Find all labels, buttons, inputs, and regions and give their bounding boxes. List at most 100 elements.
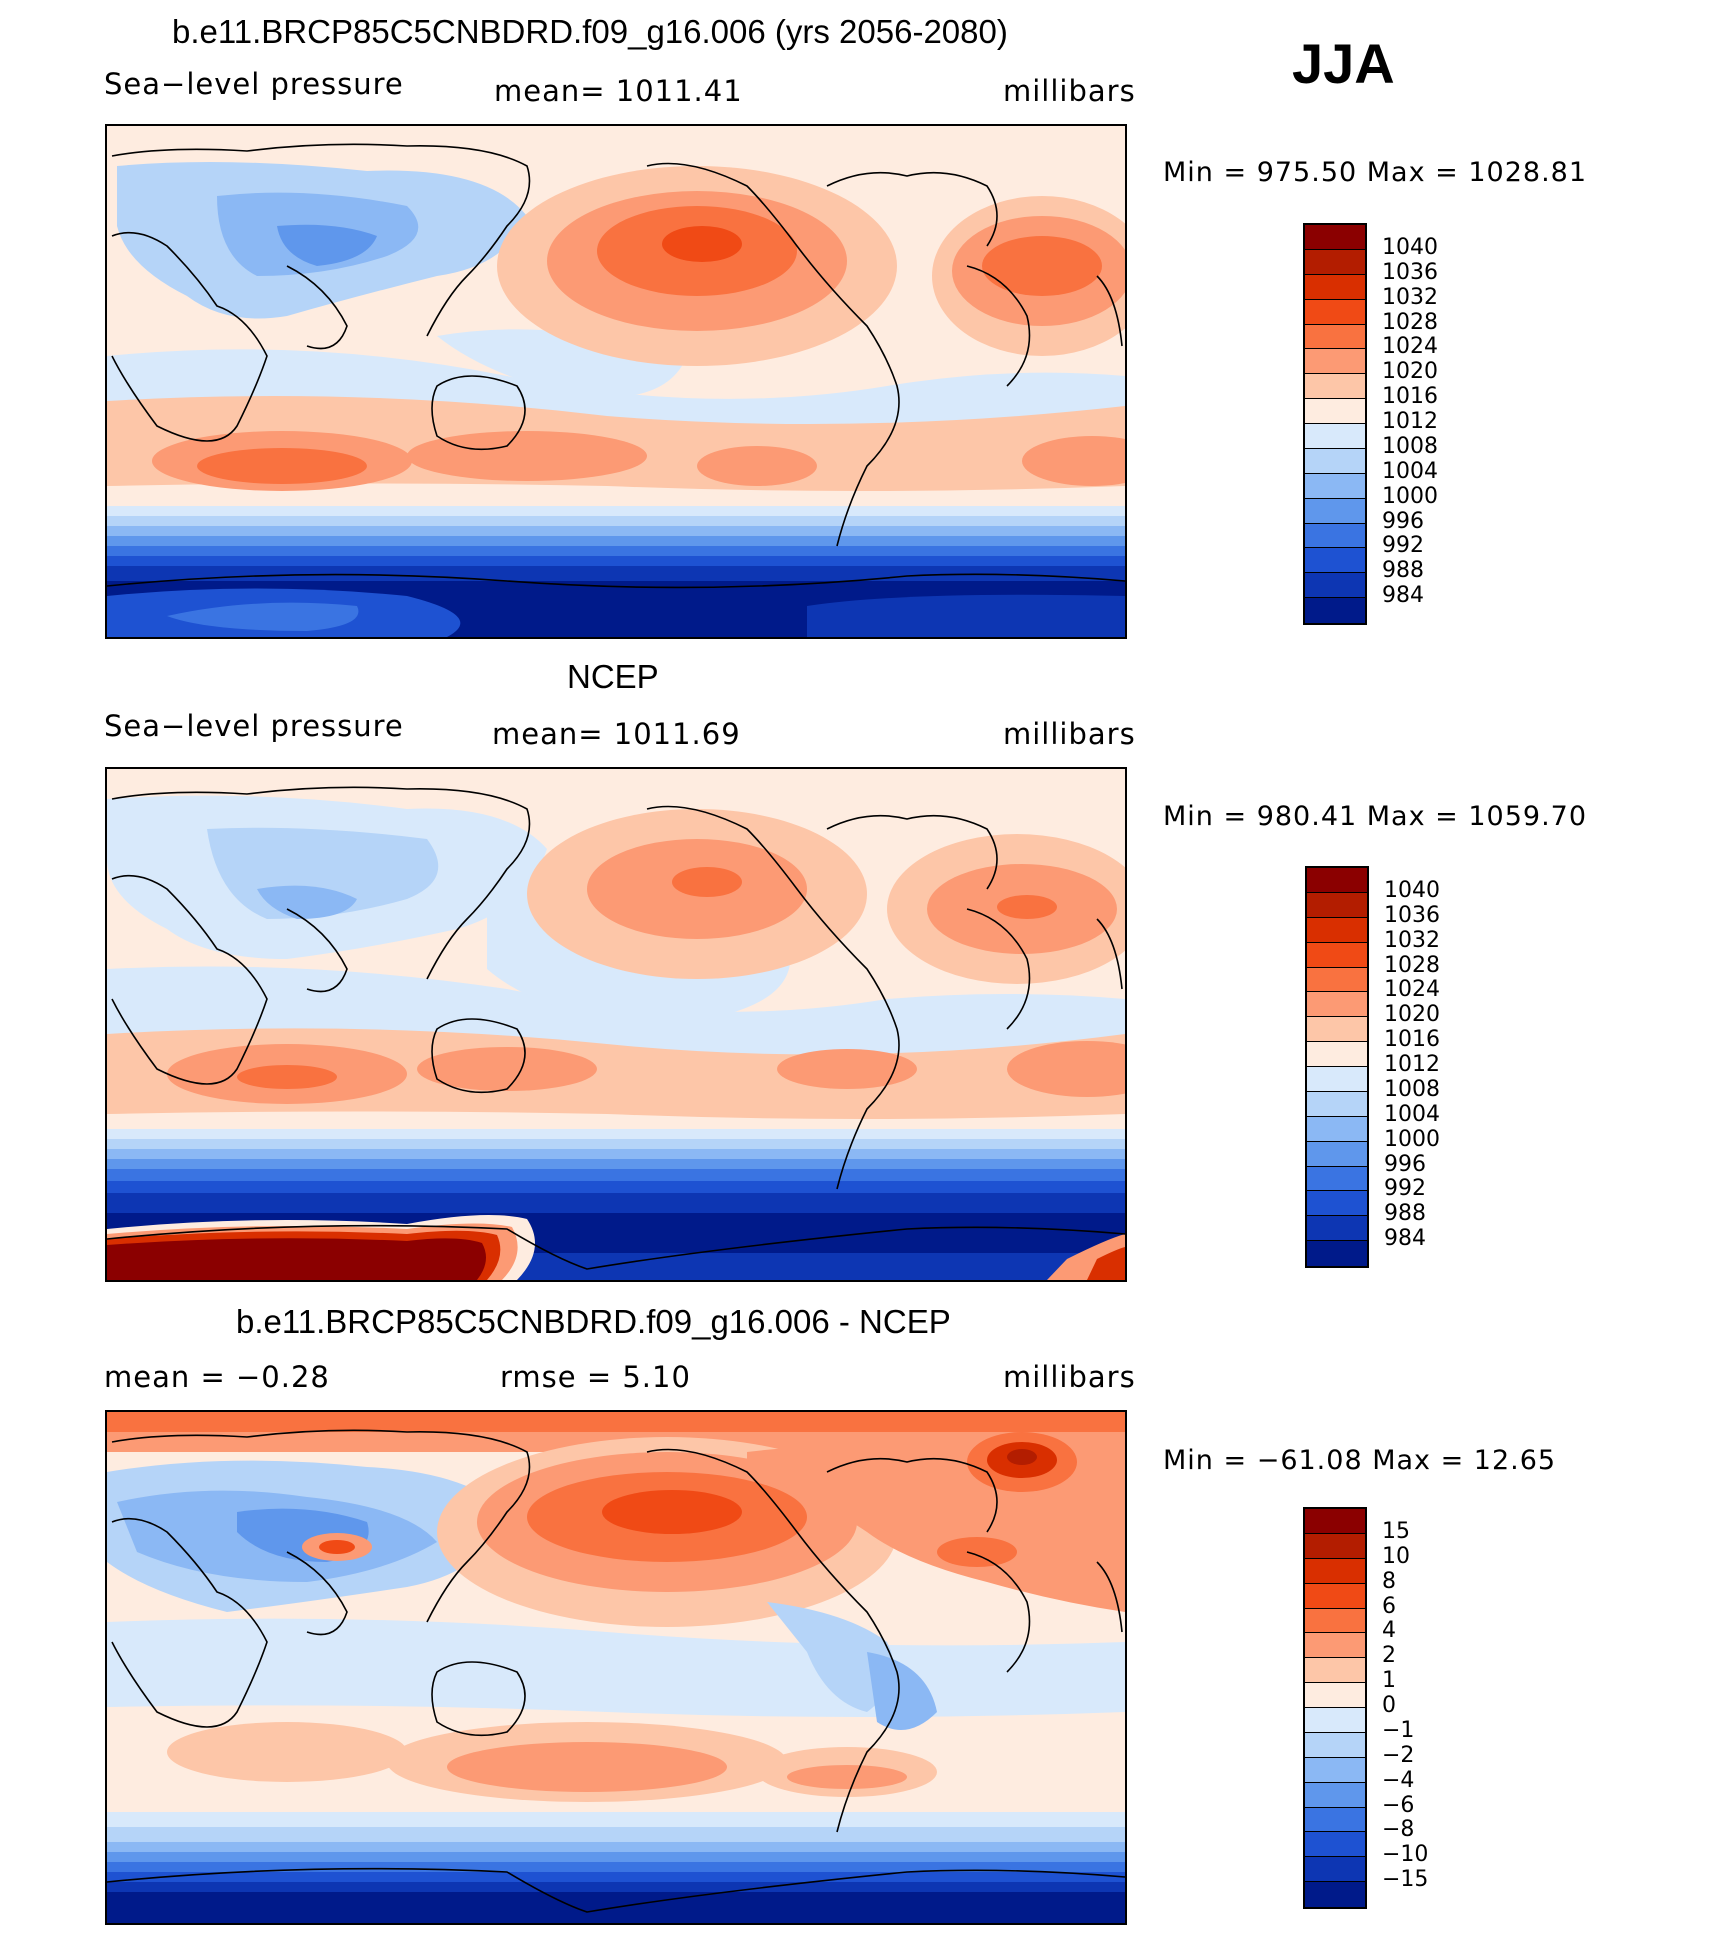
panel-2-mean: mean= 1011.69 xyxy=(492,717,741,751)
colorbar-swatch xyxy=(1305,1732,1365,1758)
panel-2-variable: Sea−level pressure xyxy=(104,709,404,743)
colorbar-tick-label: −4 xyxy=(1382,1767,1415,1793)
colorbar-swatch xyxy=(1307,1191,1367,1217)
colorbar-tick-label: 1020 xyxy=(1384,1002,1440,1028)
colorbar-tick-label: 8 xyxy=(1382,1568,1396,1594)
colorbar-swatch xyxy=(1305,523,1365,549)
colorbar-swatch xyxy=(1305,349,1365,375)
colorbar-tick-label: 1016 xyxy=(1382,384,1438,410)
colorbar-swatch xyxy=(1305,598,1365,623)
colorbar-tick-label: 1004 xyxy=(1382,458,1438,484)
panel-1-units: millibars xyxy=(1003,74,1136,108)
colorbar-swatch xyxy=(1305,1608,1365,1634)
colorbar-swatch xyxy=(1305,1832,1365,1858)
colorbar-tick-label: 1036 xyxy=(1382,259,1438,285)
colorbar-tick-label: 2 xyxy=(1382,1643,1396,1669)
colorbar-swatch xyxy=(1305,274,1365,300)
colorbar-swatch xyxy=(1305,1757,1365,1783)
panel-3-rmse: rmse = 5.10 xyxy=(500,1360,691,1394)
colorbar-swatch xyxy=(1307,1241,1367,1266)
colorbar-swatch xyxy=(1305,399,1365,424)
colorbar-tick-label: 996 xyxy=(1384,1151,1426,1177)
panel-2-minmax: Min = 980.41 Max = 1059.70 xyxy=(1163,801,1588,832)
panel-3-map xyxy=(105,1410,1127,1925)
colorbar-tick-label: 15 xyxy=(1382,1518,1410,1544)
colorbar-tick-label: 1040 xyxy=(1384,877,1440,903)
colorbar-swatch xyxy=(1305,1882,1365,1907)
colorbar-swatch xyxy=(1307,917,1367,943)
colorbar-swatch xyxy=(1305,1583,1365,1609)
panel-3-title: b.e11.BRCP85C5CNBDRD.f09_g16.006 - NCEP xyxy=(236,1303,951,1340)
panel-2-title: NCEP xyxy=(567,658,659,695)
colorbar-swatch xyxy=(1305,424,1365,449)
colorbar-tick-label: 992 xyxy=(1384,1176,1426,1202)
panel-1-mean: mean= 1011.41 xyxy=(494,74,743,108)
colorbar-tick-label: 1000 xyxy=(1382,483,1438,509)
colorbar-swatch xyxy=(1307,1017,1367,1043)
colorbar-swatch xyxy=(1305,1533,1365,1559)
panel-2-colorbar xyxy=(1305,866,1369,1268)
colorbar-swatch xyxy=(1305,1857,1365,1883)
panel-3-map-svg xyxy=(107,1412,1125,1923)
colorbar-swatch xyxy=(1307,1091,1367,1117)
colorbar-swatch xyxy=(1307,967,1367,993)
panel-3-units: millibars xyxy=(1003,1360,1136,1394)
colorbar-swatch xyxy=(1305,573,1365,599)
colorbar-tick-label: 1004 xyxy=(1384,1101,1440,1127)
panel-3-minmax: Min = −61.08 Max = 12.65 xyxy=(1163,1445,1557,1476)
colorbar-tick-label: 1036 xyxy=(1384,902,1440,928)
colorbar-tick-label: 1040 xyxy=(1382,234,1438,260)
colorbar-tick-label: 0 xyxy=(1382,1693,1396,1718)
colorbar-swatch xyxy=(1305,299,1365,325)
colorbar-tick-label: 984 xyxy=(1384,1226,1426,1252)
panel-3-mean: mean = −0.28 xyxy=(104,1360,330,1394)
colorbar-swatch xyxy=(1307,1042,1367,1067)
colorbar-tick-label: 1 xyxy=(1382,1668,1396,1694)
colorbar-tick-label: 1032 xyxy=(1384,927,1440,953)
panel-1-map-svg xyxy=(107,126,1125,637)
colorbar-swatch xyxy=(1305,1509,1365,1534)
colorbar-swatch xyxy=(1305,498,1365,524)
panel-1-colorbar xyxy=(1303,223,1367,625)
panel-1-title: b.e11.BRCP85C5CNBDRD.f09_g16.006 (yrs 20… xyxy=(172,13,1008,50)
colorbar-swatch xyxy=(1307,892,1367,918)
colorbar-tick-label: −2 xyxy=(1382,1742,1415,1768)
panel-2-map-svg xyxy=(107,769,1125,1280)
colorbar-swatch xyxy=(1307,868,1367,893)
colorbar-tick-label: −1 xyxy=(1382,1717,1415,1743)
colorbar-tick-label: −8 xyxy=(1382,1817,1415,1843)
colorbar-swatch xyxy=(1305,1782,1365,1808)
colorbar-tick-label: 984 xyxy=(1382,583,1424,609)
panel-1-minmax: Min = 975.50 Max = 1028.81 xyxy=(1163,157,1588,188)
colorbar-tick-label: 1008 xyxy=(1384,1076,1440,1102)
colorbar-swatch xyxy=(1305,225,1365,250)
colorbar-tick-label: 988 xyxy=(1384,1201,1426,1227)
colorbar-tick-label: −10 xyxy=(1382,1842,1429,1868)
colorbar-swatch xyxy=(1305,1708,1365,1733)
colorbar-swatch xyxy=(1307,1141,1367,1167)
panel-1-map xyxy=(105,124,1127,639)
colorbar-tick-label: −6 xyxy=(1382,1792,1415,1818)
colorbar-tick-label: 1020 xyxy=(1382,359,1438,385)
colorbar-tick-label: 988 xyxy=(1382,558,1424,584)
colorbar-swatch xyxy=(1305,1683,1365,1708)
panel-3-colorbar xyxy=(1303,1507,1367,1909)
colorbar-swatch xyxy=(1305,1633,1365,1659)
panel-2-units: millibars xyxy=(1003,717,1136,751)
colorbar-swatch xyxy=(1307,1116,1367,1142)
colorbar-swatch xyxy=(1305,1658,1365,1684)
colorbar-tick-label: 1024 xyxy=(1384,977,1440,1003)
colorbar-tick-label: 1028 xyxy=(1382,309,1438,335)
colorbar-tick-label: −15 xyxy=(1382,1867,1429,1893)
colorbar-tick-label: 1028 xyxy=(1384,952,1440,978)
colorbar-tick-label: 1008 xyxy=(1382,433,1438,459)
colorbar-tick-label: 1024 xyxy=(1382,334,1438,360)
panel-2-map xyxy=(105,767,1127,1282)
season-label: JJA xyxy=(1292,32,1395,95)
colorbar-tick-label: 996 xyxy=(1382,508,1424,534)
colorbar-tick-label: 4 xyxy=(1382,1618,1396,1644)
colorbar-swatch xyxy=(1305,448,1365,474)
colorbar-swatch xyxy=(1307,1067,1367,1092)
panel-1-variable: Sea−level pressure xyxy=(104,67,404,101)
